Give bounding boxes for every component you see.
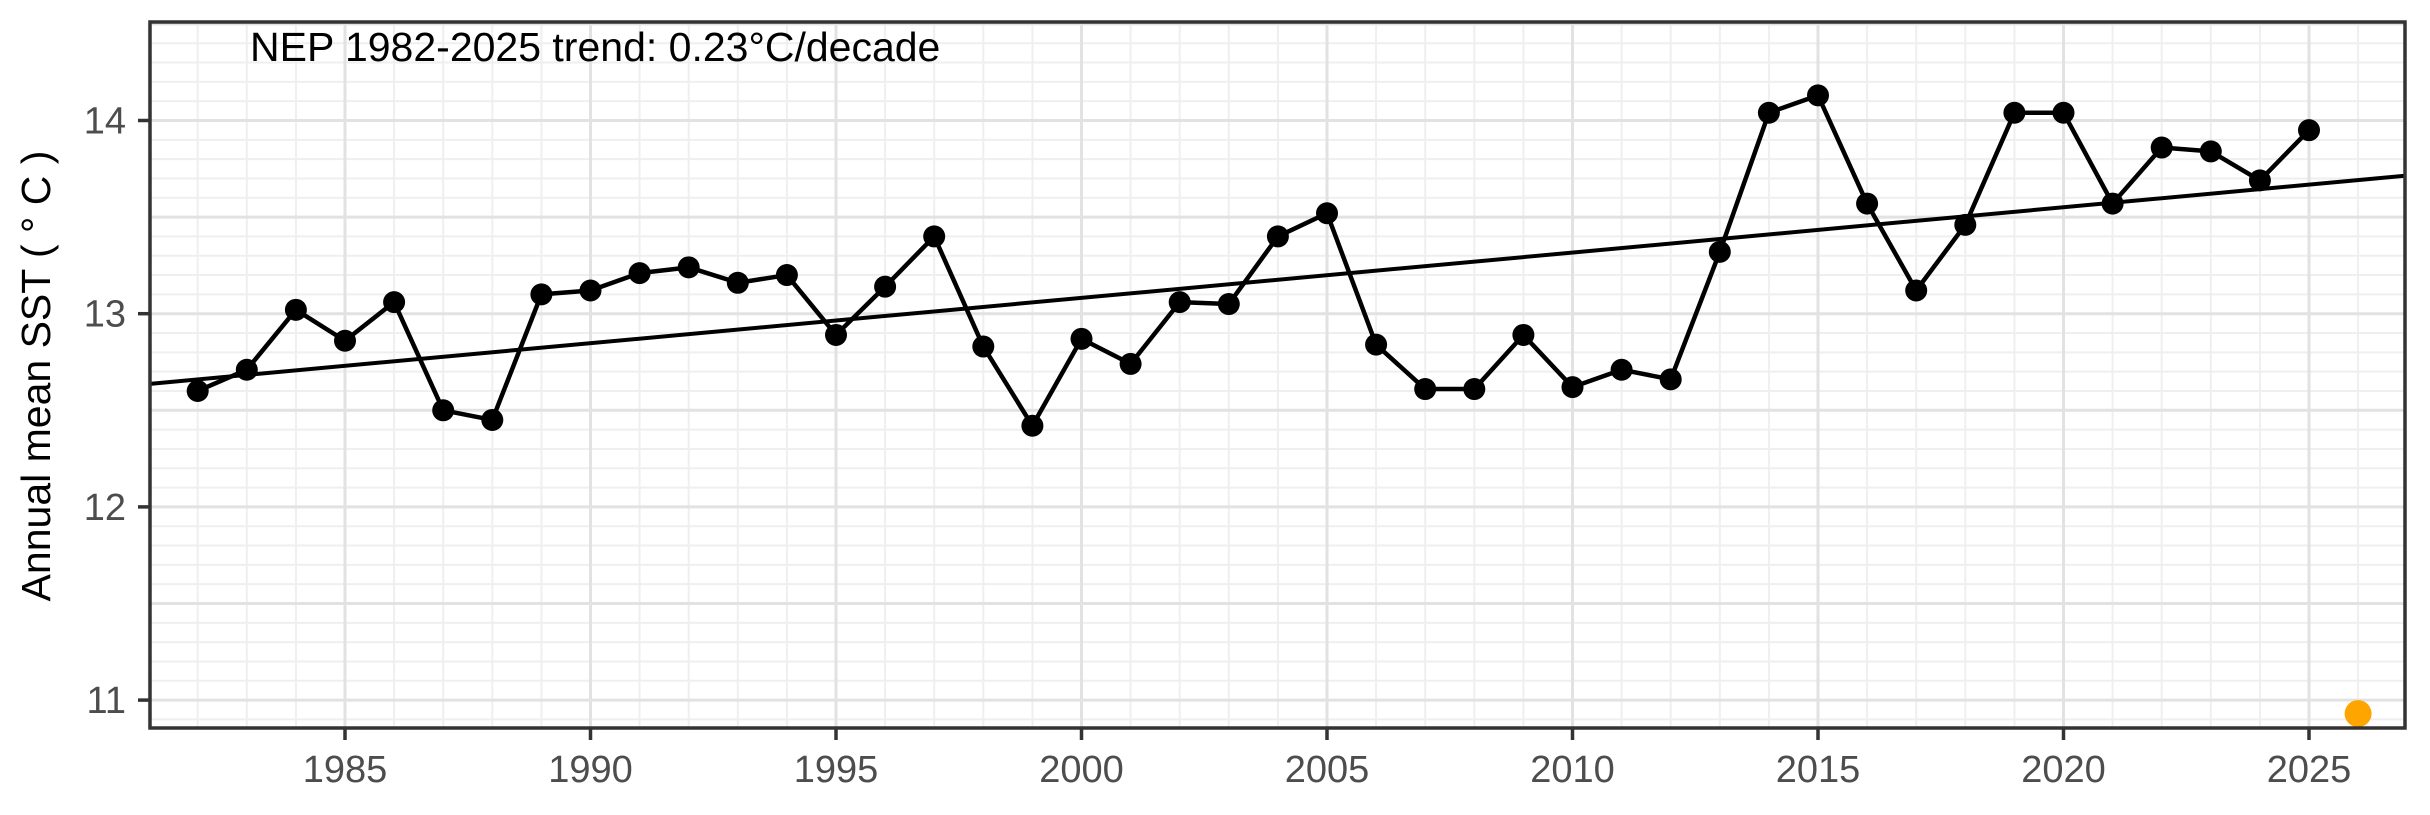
y-axis-title: Annual mean SST ( ° C )	[13, 151, 59, 602]
data-point	[1512, 323, 1535, 346]
data-point	[235, 358, 258, 381]
minor-gridlines	[147, 22, 2405, 728]
x-tick-label: 2025	[2267, 749, 2352, 791]
data-point	[186, 379, 209, 402]
data-point	[2003, 101, 2026, 124]
trend-line	[149, 173, 2406, 386]
data-point	[628, 262, 651, 285]
data-point	[1757, 101, 1780, 124]
data-point	[1561, 376, 1584, 399]
data-point	[579, 279, 602, 302]
y-tick-label: 12	[84, 487, 126, 529]
data-point	[1021, 414, 1044, 437]
data-point	[1807, 84, 1829, 107]
data-point	[825, 323, 847, 346]
trend-line-layer	[149, 173, 2406, 386]
highlight-point-layer	[2344, 700, 2372, 728]
data-point	[2052, 101, 2075, 124]
data-point	[481, 408, 504, 431]
data-point	[1316, 202, 1338, 225]
sst-series-line	[196, 93, 2311, 429]
data-point	[2248, 169, 2271, 192]
y-tick-label: 13	[84, 294, 126, 336]
x-tick-label: 2015	[1776, 749, 1861, 791]
data-point	[874, 275, 897, 298]
data-series-layer	[196, 93, 2311, 429]
data-point	[1659, 368, 1682, 391]
data-point	[2199, 140, 2222, 163]
y-tick-label: 11	[87, 680, 126, 722]
data-point	[1856, 192, 1879, 215]
data-point	[726, 271, 749, 294]
highlight-point-2026	[2344, 700, 2372, 728]
data-point	[1266, 225, 1289, 248]
data-point	[923, 225, 946, 248]
data-point	[1463, 378, 1486, 401]
data-point	[1119, 352, 1142, 375]
major-gridlines	[150, 22, 2405, 728]
data-point	[1708, 240, 1731, 263]
x-tick-label: 2020	[2021, 749, 2106, 791]
x-tick-label: 1995	[794, 749, 879, 791]
data-point	[1954, 213, 1977, 236]
axis-tick-labels: 11 12 13 14 1985 1990 1995 2000 2005 2010 2015 2020…	[84, 101, 2352, 792]
axis-ticks	[138, 118, 2311, 740]
chart-title: NEP 1982-2025 trend: 0.23°C/decade	[250, 24, 940, 70]
data-point	[334, 329, 356, 352]
panel-border	[148, 20, 2407, 730]
data-point	[2150, 136, 2173, 159]
x-tick-label: 2010	[1530, 749, 1615, 791]
data-points-layer	[186, 84, 2320, 437]
data-point	[1414, 378, 1437, 401]
data-point	[1610, 358, 1633, 381]
data-point	[2101, 192, 2124, 215]
x-tick-label: 2000	[1039, 749, 1124, 791]
data-point	[775, 264, 798, 287]
x-tick-label: 1985	[303, 749, 388, 791]
data-point	[972, 335, 995, 358]
data-point	[2298, 119, 2320, 142]
x-tick-label: 1990	[548, 749, 633, 791]
data-point	[1905, 279, 1928, 302]
data-point	[383, 291, 406, 314]
y-tick-label: 14	[84, 101, 126, 143]
data-point	[1168, 291, 1191, 314]
x-tick-label: 2005	[1285, 749, 1370, 791]
data-point	[1365, 333, 1388, 356]
data-point	[530, 283, 553, 306]
data-point	[1070, 327, 1093, 350]
data-point	[1217, 293, 1240, 316]
data-point	[677, 256, 700, 279]
data-point	[284, 298, 307, 321]
data-point	[432, 399, 455, 422]
